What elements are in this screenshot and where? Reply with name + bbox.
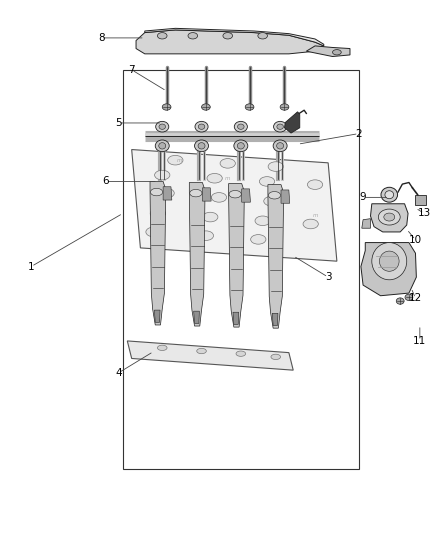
Polygon shape (361, 243, 417, 296)
Ellipse shape (159, 143, 166, 149)
Ellipse shape (188, 33, 198, 39)
Ellipse shape (203, 212, 218, 222)
Polygon shape (194, 311, 199, 324)
Ellipse shape (212, 192, 226, 202)
Text: 10: 10 (409, 235, 422, 245)
Ellipse shape (223, 33, 233, 39)
Polygon shape (362, 219, 371, 228)
Text: 9: 9 (360, 192, 367, 203)
Ellipse shape (155, 170, 170, 180)
Ellipse shape (303, 219, 318, 229)
Ellipse shape (220, 159, 235, 168)
Text: 11: 11 (413, 336, 427, 346)
Text: m: m (312, 214, 318, 219)
Ellipse shape (259, 176, 275, 186)
Ellipse shape (384, 213, 395, 221)
Ellipse shape (190, 189, 202, 197)
Polygon shape (281, 190, 290, 203)
Ellipse shape (273, 140, 287, 152)
Text: 13: 13 (417, 208, 431, 219)
Ellipse shape (198, 143, 205, 149)
Ellipse shape (194, 140, 208, 152)
Text: m: m (177, 158, 182, 163)
Bar (123, 70, 359, 469)
Polygon shape (150, 181, 166, 325)
Ellipse shape (251, 235, 266, 244)
Ellipse shape (157, 33, 167, 39)
Ellipse shape (277, 124, 283, 130)
Polygon shape (306, 46, 350, 56)
Ellipse shape (150, 188, 162, 196)
Ellipse shape (277, 143, 284, 149)
Ellipse shape (396, 298, 404, 304)
Text: 5: 5 (115, 118, 122, 128)
Ellipse shape (405, 294, 413, 301)
Text: 3: 3 (325, 272, 332, 282)
Ellipse shape (268, 191, 281, 199)
Ellipse shape (150, 208, 166, 218)
Ellipse shape (197, 349, 206, 354)
Polygon shape (202, 188, 211, 201)
Polygon shape (229, 183, 244, 327)
Ellipse shape (162, 104, 171, 110)
Polygon shape (145, 28, 324, 46)
Ellipse shape (168, 156, 183, 165)
Polygon shape (154, 310, 160, 322)
Ellipse shape (258, 33, 268, 39)
Ellipse shape (198, 231, 214, 240)
Polygon shape (233, 312, 239, 325)
Ellipse shape (274, 122, 287, 132)
Ellipse shape (157, 345, 167, 351)
Ellipse shape (381, 187, 398, 202)
Text: 12: 12 (409, 293, 422, 303)
Polygon shape (268, 184, 284, 328)
Ellipse shape (378, 209, 400, 225)
Ellipse shape (385, 191, 394, 199)
Ellipse shape (280, 104, 289, 110)
Ellipse shape (234, 122, 247, 132)
Polygon shape (371, 204, 408, 232)
Polygon shape (189, 182, 205, 326)
Ellipse shape (201, 104, 210, 110)
Text: 1: 1 (28, 262, 35, 271)
Text: 7: 7 (128, 65, 135, 75)
Ellipse shape (155, 122, 169, 132)
Polygon shape (127, 341, 293, 370)
Ellipse shape (332, 50, 341, 55)
Ellipse shape (207, 173, 222, 183)
Ellipse shape (379, 251, 399, 271)
Ellipse shape (255, 216, 270, 225)
Ellipse shape (237, 124, 244, 130)
Ellipse shape (264, 196, 279, 206)
Polygon shape (285, 112, 300, 133)
Ellipse shape (155, 140, 169, 152)
Ellipse shape (271, 354, 281, 360)
Text: m: m (225, 176, 230, 181)
Ellipse shape (229, 190, 241, 198)
Polygon shape (136, 30, 324, 54)
Ellipse shape (236, 351, 246, 357)
Polygon shape (242, 189, 251, 202)
Ellipse shape (245, 104, 254, 110)
Ellipse shape (234, 140, 248, 152)
Text: 8: 8 (98, 33, 104, 43)
Bar (416, 195, 426, 205)
Polygon shape (272, 313, 278, 326)
Ellipse shape (159, 188, 174, 198)
Ellipse shape (307, 180, 323, 189)
Ellipse shape (237, 143, 244, 149)
Text: 6: 6 (102, 176, 109, 187)
Ellipse shape (146, 227, 161, 237)
Text: m: m (273, 195, 279, 200)
Ellipse shape (268, 162, 283, 171)
Ellipse shape (198, 124, 205, 130)
Ellipse shape (372, 243, 407, 280)
Text: 2: 2 (355, 128, 362, 139)
Polygon shape (132, 150, 337, 261)
Text: 4: 4 (115, 368, 122, 378)
Ellipse shape (159, 124, 166, 130)
Polygon shape (163, 187, 172, 200)
Ellipse shape (195, 122, 208, 132)
